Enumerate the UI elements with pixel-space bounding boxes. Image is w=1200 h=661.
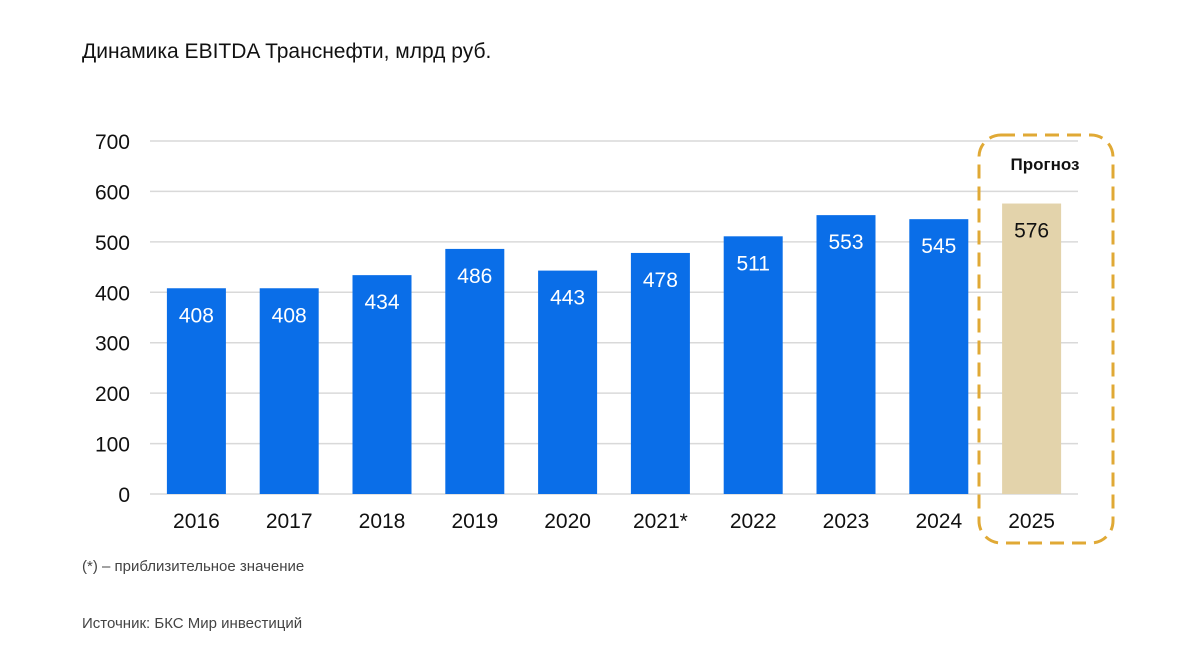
bar [630, 252, 690, 494]
y-tick-label: 200 [95, 383, 130, 406]
x-tick-label: 2022 [730, 510, 777, 533]
y-tick-label: 0 [118, 484, 130, 507]
x-tick-label: 2017 [266, 510, 313, 533]
bar [166, 288, 226, 494]
y-tick-label: 100 [95, 434, 130, 457]
y-tick-label: 500 [95, 232, 130, 255]
x-tick-label: 2016 [173, 510, 220, 533]
bar-value-label: 545 [921, 235, 956, 258]
chart-title: Динамика EBITDA Транснефти, млрд руб. [82, 40, 492, 63]
bar [816, 215, 876, 494]
x-tick-label: 2020 [544, 510, 591, 533]
x-tick-label: 2019 [451, 510, 498, 533]
x-tick-label: 2025 [1008, 510, 1055, 533]
y-axis-ticks: 0 100 200 300 400 500 600 700 [95, 131, 130, 507]
bar-value-label: 408 [272, 304, 307, 327]
bars: 408 408 434 486 443 478 511 553 545 576 [166, 203, 1062, 494]
bar-value-label: 511 [736, 252, 769, 275]
bar-value-label: 478 [643, 269, 678, 292]
source-note: Источник: БКС Мир инвестиций [82, 615, 303, 632]
bar-value-label: 443 [550, 287, 585, 310]
bar [352, 275, 412, 494]
forecast-frame [977, 133, 1115, 545]
x-tick-label: 2024 [915, 510, 962, 533]
y-tick-label: 600 [95, 181, 130, 204]
bar-value-label: 486 [457, 265, 492, 288]
bar-value-label: 576 [1014, 220, 1049, 243]
x-axis-ticks: 2016 2017 2018 2019 2020 2021* 2022 2023 2024 202… [173, 510, 1055, 533]
bar [259, 288, 319, 494]
bar [445, 248, 505, 494]
y-tick-label: 700 [95, 131, 130, 154]
x-tick-label: 2023 [823, 510, 870, 533]
forecast-label: Прогноз [1011, 155, 1080, 174]
bar [538, 270, 598, 494]
y-tick-label: 400 [95, 282, 130, 305]
bar-value-label: 434 [364, 291, 399, 314]
bar-forecast [1002, 203, 1062, 494]
footnote: (*) – приблизительное значение [82, 558, 305, 575]
y-tick-label: 300 [95, 333, 130, 356]
x-tick-label: 2018 [359, 510, 406, 533]
bar-value-label: 553 [828, 231, 863, 254]
x-tick-label: 2021* [633, 510, 688, 533]
bar-value-label: 408 [179, 304, 214, 327]
bar [909, 219, 969, 494]
bar [723, 236, 783, 494]
